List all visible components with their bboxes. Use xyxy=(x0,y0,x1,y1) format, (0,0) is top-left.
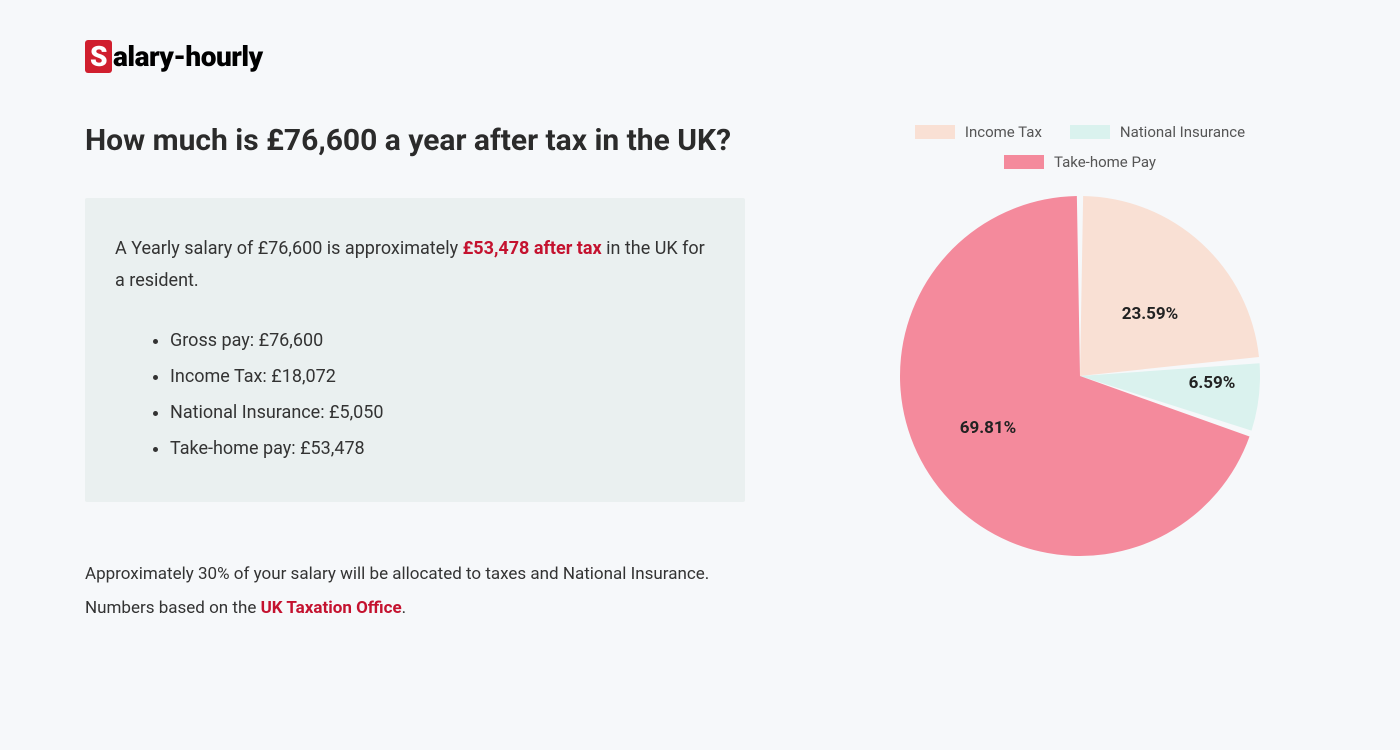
pie-chart: 23.59% 6.59% 69.81% xyxy=(890,186,1270,566)
list-item: Income Tax: £18,072 xyxy=(170,359,715,395)
legend-label: National Insurance xyxy=(1120,123,1245,141)
footer-note: Approximately 30% of your salary will be… xyxy=(85,557,745,625)
legend-item: National Insurance xyxy=(1070,123,1245,141)
list-item: Take-home pay: £53,478 xyxy=(170,431,715,467)
legend-item: Income Tax xyxy=(915,123,1042,141)
legend-label: Income Tax xyxy=(965,123,1042,141)
breakdown-list: Gross pay: £76,600 Income Tax: £18,072 N… xyxy=(115,323,715,467)
list-item: Gross pay: £76,600 xyxy=(170,323,715,359)
logo-rest: alary-hourly xyxy=(113,40,263,73)
site-logo: Salary-hourly xyxy=(85,40,1315,73)
left-column: How much is £76,600 a year after tax in … xyxy=(85,123,745,625)
chart-legend: Income Tax National Insurance Take-home … xyxy=(880,123,1280,171)
legend-label: Take-home Pay xyxy=(1054,153,1156,171)
slice-label: 23.59% xyxy=(1122,304,1179,324)
legend-swatch xyxy=(1070,125,1110,139)
slice-label: 69.81% xyxy=(960,418,1017,438)
summary-box: A Yearly salary of £76,600 is approximat… xyxy=(85,198,745,502)
slice-label: 6.59% xyxy=(1189,373,1236,393)
logo-initial: S xyxy=(85,40,112,73)
list-item: National Insurance: £5,050 xyxy=(170,395,715,431)
pie-slice xyxy=(1080,196,1259,376)
page-title: How much is £76,600 a year after tax in … xyxy=(85,123,745,158)
legend-item: Take-home Pay xyxy=(1004,153,1156,171)
footer-line2-post: . xyxy=(402,598,406,618)
footer-line1: Approximately 30% of your salary will be… xyxy=(85,564,709,584)
legend-swatch xyxy=(915,125,955,139)
summary-highlight: £53,478 after tax xyxy=(463,238,602,259)
summary-sentence: A Yearly salary of £76,600 is approximat… xyxy=(115,233,715,298)
chart-column: Income Tax National Insurance Take-home … xyxy=(845,123,1315,625)
legend-swatch xyxy=(1004,155,1044,169)
footer-line2-pre: Numbers based on the xyxy=(85,598,261,618)
main-content: How much is £76,600 a year after tax in … xyxy=(85,123,1315,625)
summary-pre: A Yearly salary of £76,600 is approximat… xyxy=(115,238,463,259)
taxation-office-link[interactable]: UK Taxation Office xyxy=(261,598,402,618)
